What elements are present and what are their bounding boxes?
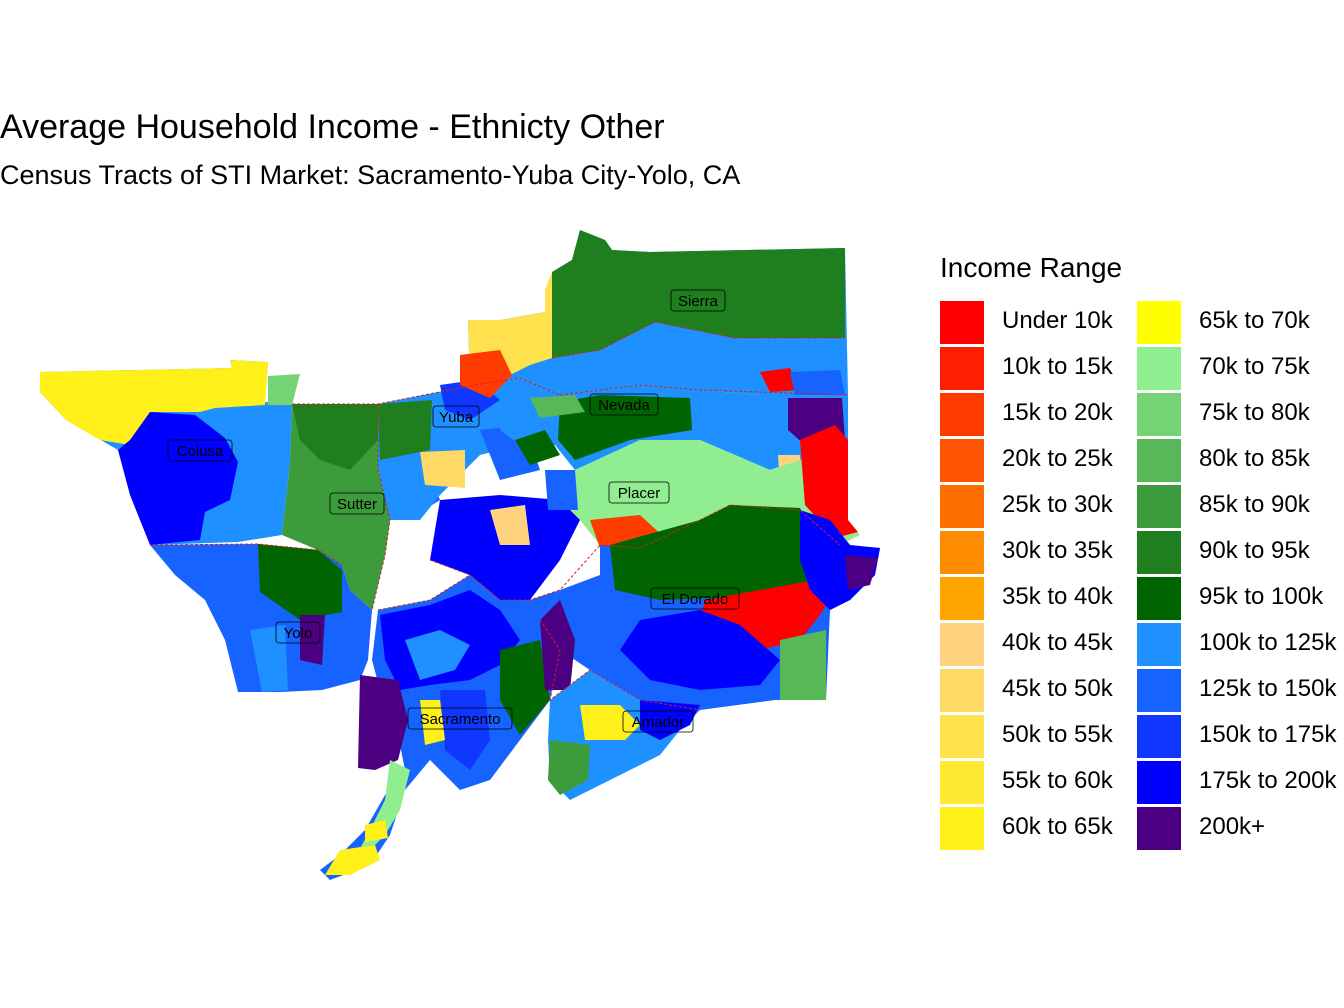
- county-label-sierra: Sierra: [670, 289, 726, 312]
- legend-swatch: [940, 807, 984, 850]
- county-region-placer: [430, 425, 860, 600]
- legend-swatch: [1137, 669, 1181, 712]
- legend-swatch: [1137, 393, 1181, 436]
- county-region-yolo: [150, 544, 372, 692]
- county-label-yuba: Yuba: [432, 405, 480, 428]
- legend-swatch: [1137, 715, 1181, 758]
- county-region-nevada: [500, 385, 848, 488]
- county-region-colusa: [40, 360, 300, 545]
- legend-title: Income Range: [940, 252, 1123, 283]
- legend-label: 150k to 175k: [1199, 721, 1337, 748]
- map-subtitle: Census Tracts of STI Market: Sacramento-…: [0, 160, 741, 190]
- legend-label: 65k to 70k: [1199, 307, 1310, 334]
- county-region-sierra: [460, 230, 848, 398]
- svg-text:Nevada: Nevada: [598, 397, 650, 414]
- legend-label: 40k to 45k: [1002, 629, 1113, 656]
- county-label-amador: Amador: [622, 710, 694, 733]
- legend-label: 85k to 90k: [1199, 491, 1310, 518]
- legend-label: 95k to 100k: [1199, 583, 1324, 610]
- legend-label: 100k to 125k: [1199, 629, 1337, 656]
- county-region-amador: [548, 670, 700, 800]
- legend-label: 60k to 65k: [1002, 813, 1113, 840]
- legend-swatch: [1137, 347, 1181, 390]
- legend-label: 20k to 25k: [1002, 445, 1113, 472]
- legend-label: 175k to 200k: [1199, 767, 1337, 794]
- county-label-nevada: Nevada: [589, 393, 659, 416]
- svg-text:Colusa: Colusa: [177, 443, 224, 460]
- svg-text:Amador: Amador: [632, 714, 685, 731]
- legend-swatch: [1137, 577, 1181, 620]
- legend-label: 80k to 85k: [1199, 445, 1310, 472]
- legend-label: 25k to 30k: [1002, 491, 1113, 518]
- legend-swatch: [1137, 807, 1181, 850]
- county-label-sutter: Sutter: [329, 492, 385, 515]
- svg-text:Sierra: Sierra: [678, 293, 719, 310]
- legend-label: 200k+: [1199, 813, 1266, 840]
- legend-swatch: [940, 301, 984, 344]
- legend-swatch: [1137, 623, 1181, 666]
- legend-label: 45k to 50k: [1002, 675, 1113, 702]
- legend-label: 35k to 40k: [1002, 583, 1113, 610]
- legend-swatch: [940, 485, 984, 528]
- legend-label: 70k to 75k: [1199, 353, 1310, 380]
- svg-text:El Dorado: El Dorado: [662, 591, 729, 608]
- county-boundaries: [149, 321, 849, 711]
- legend-swatch: [940, 623, 984, 666]
- legend-swatch: [940, 669, 984, 712]
- svg-text:Sacramento: Sacramento: [420, 711, 501, 728]
- county-label-sacramento: Sacramento: [407, 707, 513, 730]
- county-region-eldorado: [540, 505, 880, 710]
- map-title: Average Household Income - Ethnicty Othe…: [0, 108, 665, 146]
- legend-label: 50k to 55k: [1002, 721, 1113, 748]
- county-label-eldorado: El Dorado: [650, 587, 740, 610]
- county-region-sacramento: [320, 575, 575, 880]
- svg-text:Yuba: Yuba: [439, 409, 474, 426]
- legend-label: Under 10k: [1002, 307, 1113, 334]
- legend-label: 30k to 35k: [1002, 537, 1113, 564]
- legend-swatch: [1137, 485, 1181, 528]
- county-label-colusa: Colusa: [167, 439, 233, 462]
- legend-swatch: [1137, 301, 1181, 344]
- legend-swatch: [940, 761, 984, 804]
- svg-text:Placer: Placer: [618, 485, 661, 502]
- legend-swatch: [940, 577, 984, 620]
- county-labels: Sierra Yuba Nevada Colusa Placer Sutter …: [167, 289, 740, 733]
- legend-swatch: [940, 439, 984, 482]
- legend-swatch: [1137, 761, 1181, 804]
- legend-swatch: [940, 347, 984, 390]
- legend-swatch: [1137, 531, 1181, 574]
- county-label-yolo: Yolo: [275, 621, 321, 644]
- county-label-placer: Placer: [608, 481, 670, 504]
- legend-swatch: [940, 715, 984, 758]
- legend-label: 90k to 95k: [1199, 537, 1310, 564]
- legend-swatch: [940, 531, 984, 574]
- legend-label: 55k to 60k: [1002, 767, 1113, 794]
- legend-swatch: [1137, 439, 1181, 482]
- legend-swatch: [940, 393, 984, 436]
- legend-label: 125k to 150k: [1199, 675, 1337, 702]
- legend-label: 75k to 80k: [1199, 399, 1310, 426]
- legend-label: 10k to 15k: [1002, 353, 1113, 380]
- svg-text:Yolo: Yolo: [284, 625, 313, 642]
- legend-label: 15k to 20k: [1002, 399, 1113, 426]
- svg-text:Sutter: Sutter: [337, 496, 377, 513]
